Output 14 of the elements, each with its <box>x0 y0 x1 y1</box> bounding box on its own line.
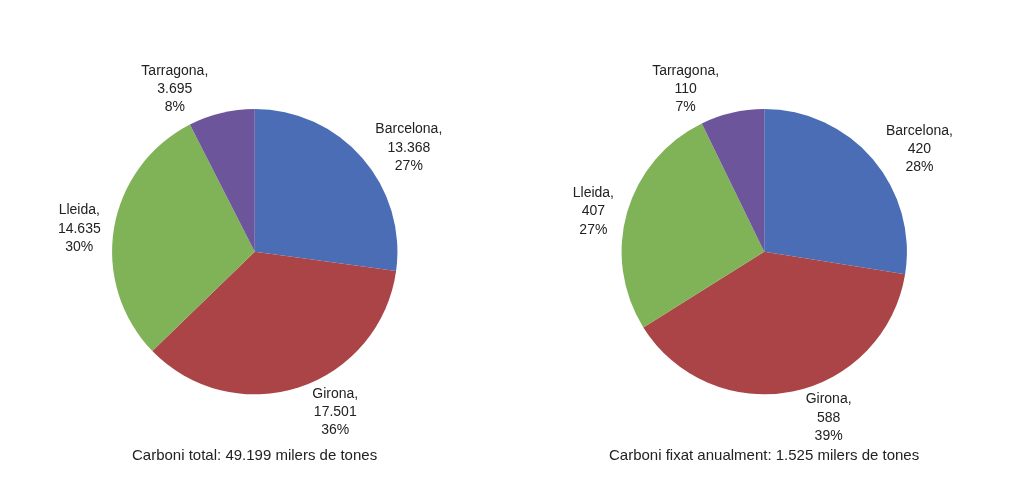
pie-slice <box>112 124 255 351</box>
pie-slice <box>701 109 765 252</box>
slice-label: Barcelona, 13.368 27% <box>375 120 443 173</box>
slice-label: Girona, 588 39% <box>805 390 852 443</box>
pie-slice <box>189 109 255 252</box>
slice-label: Tarragona, 110 7% <box>652 61 720 114</box>
text: Carboni fixat anualment: 1.525 milers de tones <box>609 446 920 463</box>
slice-label: Girona, 17.501 36% <box>312 384 359 438</box>
text: Carboni total: 49.199 milers de tones <box>132 446 378 463</box>
slice-label: Lleida, 407 27% <box>572 184 615 237</box>
pie-slice <box>621 123 765 328</box>
slice-label: Barcelona, 420 28% <box>885 121 953 175</box>
slice-label: Tarragona, 3.695 8% <box>141 62 209 115</box>
slice-label: Lleida, 14.635 30% <box>57 201 101 254</box>
